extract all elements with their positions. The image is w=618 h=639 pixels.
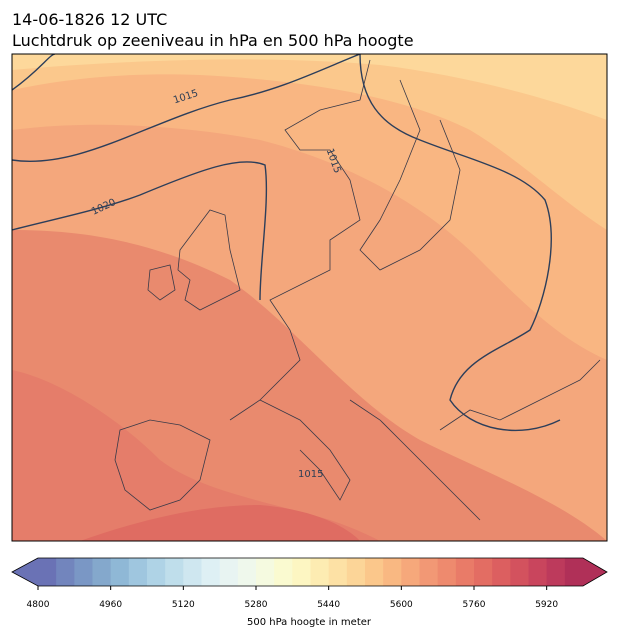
colorbar-segment xyxy=(147,558,166,586)
band xyxy=(12,54,607,360)
title: Luchtdruk op zeeniveau in hPa en 500 hPa… xyxy=(12,31,414,50)
date: 14-06-1826 12 UTC xyxy=(12,10,167,29)
colorbar-tick-label: 5280 xyxy=(245,600,268,610)
colorbar-extend-low xyxy=(12,558,38,586)
colorbar-segment xyxy=(328,558,348,586)
band xyxy=(12,54,607,120)
colorbar-segment xyxy=(365,558,384,586)
colorbar-segment xyxy=(528,558,548,586)
colorbar: 4800 4960 5120 5280 5440 5600 5760 5920 xyxy=(11,557,608,610)
colorbar-tick-label: 5920 xyxy=(535,600,558,610)
band xyxy=(12,370,380,541)
colorbar-segment xyxy=(92,558,112,586)
colorbar-segment xyxy=(56,558,75,586)
colorbar-label: 500 hPa hoogte in meter xyxy=(247,617,372,628)
colorbar-segment xyxy=(546,558,566,586)
colorbar-tick-label: 5440 xyxy=(317,600,340,610)
colorbar-segment xyxy=(128,558,148,586)
colorbar-segment xyxy=(492,558,511,586)
colorbar-segment xyxy=(474,558,493,586)
colorbar-segment xyxy=(310,558,330,586)
colorbar-segment xyxy=(455,558,475,586)
colorbar-segment xyxy=(510,558,529,586)
colorbar-segment xyxy=(419,558,439,586)
colorbar-tick-label: 4960 xyxy=(99,600,122,610)
colorbar-segment xyxy=(219,558,239,586)
contour-label: 1015 xyxy=(298,469,323,480)
colorbar-segment xyxy=(38,558,57,586)
colorbar-segment xyxy=(274,558,293,586)
band xyxy=(12,54,607,230)
colorbar-segment xyxy=(346,558,366,586)
colorbar-segment xyxy=(292,558,311,586)
colorbar-tick-label: 5600 xyxy=(390,600,413,610)
colorbar-segment xyxy=(201,558,221,586)
colorbar-tick-label: 4800 xyxy=(27,600,50,610)
colorbar-segment xyxy=(165,558,184,586)
colorbar-segment xyxy=(437,558,457,586)
band xyxy=(80,505,360,541)
colorbar-segment xyxy=(74,558,93,586)
map-frame xyxy=(11,53,608,542)
colorbar-tick-label: 5120 xyxy=(172,600,195,610)
colorbar-tick-label: 5760 xyxy=(463,600,486,610)
colorbar-segment xyxy=(564,558,584,586)
colorbar-outline xyxy=(11,557,608,587)
colorbar-segment xyxy=(256,558,275,586)
colorbar-segment xyxy=(183,558,202,586)
colorbar-segment xyxy=(110,558,130,586)
colorbar-segment xyxy=(401,558,420,586)
colorbar-segment xyxy=(237,558,257,586)
colorbar-extend-high xyxy=(583,558,607,586)
map: 1015 1020 1015 1015 xyxy=(11,53,608,542)
colorbar-segment xyxy=(383,558,402,586)
